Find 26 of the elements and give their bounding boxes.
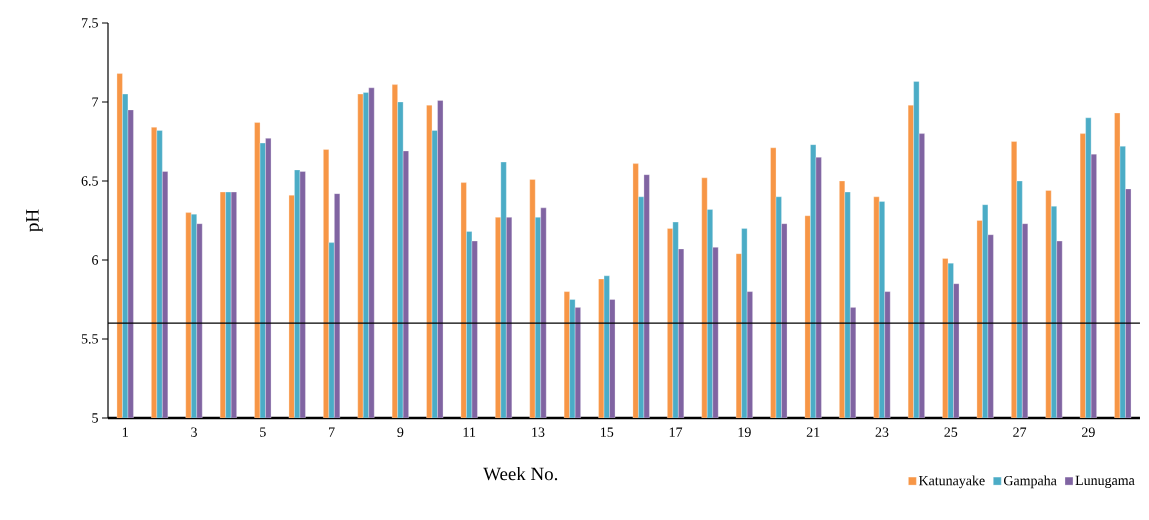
- y-tick-label: 5: [92, 413, 98, 423]
- x-tick-label: 23: [875, 427, 889, 437]
- x-tick-label: 1: [122, 427, 128, 437]
- x-tick-label: 9: [397, 427, 404, 437]
- x-tick-label: 29: [1082, 427, 1095, 437]
- y-tick-label: 6.5: [81, 176, 98, 186]
- x-tick-label: 5: [260, 427, 266, 437]
- x-tick-label: 25: [944, 427, 958, 437]
- x-tick-label: 17: [669, 427, 683, 437]
- x-tick-label: 13: [532, 427, 545, 437]
- y-tick-label: 6: [92, 255, 99, 265]
- x-tick-label: 19: [738, 427, 751, 437]
- x-tick-label: 27: [1013, 427, 1027, 437]
- y-tick-label: 7.5: [81, 18, 98, 28]
- x-tick-label: 3: [191, 427, 197, 437]
- x-tick-label: 11: [463, 427, 476, 437]
- y-tick-label: 5.5: [81, 334, 98, 344]
- x-tick-label: 21: [806, 427, 820, 437]
- legend-label: Katunayake: [918, 475, 985, 489]
- y-axis-title: pH: [26, 209, 43, 232]
- x-axis-title: Week No.: [483, 466, 558, 481]
- legend-label: Gampaha: [1004, 475, 1057, 489]
- x-tick-label: 7: [329, 427, 335, 437]
- legend-label: Lunugama: [1075, 475, 1135, 488]
- x-tick-label: 15: [601, 427, 614, 437]
- y-tick-label: 7: [92, 97, 99, 107]
